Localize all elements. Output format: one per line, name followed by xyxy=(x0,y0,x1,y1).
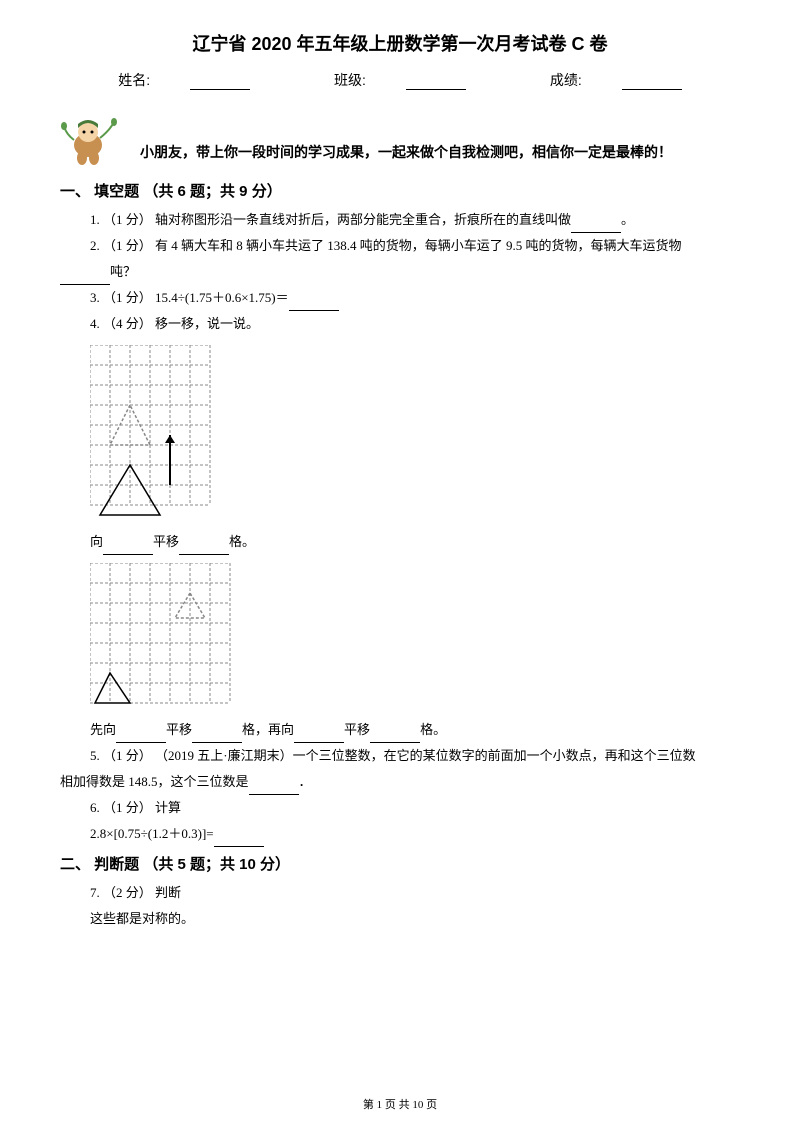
class-label: 班级: xyxy=(314,72,486,88)
encourage-text: 小朋友，带上你一段时间的学习成果，一起来做个自我检测吧，相信你一定是最棒的！ xyxy=(140,142,672,170)
mascot-icon xyxy=(60,110,120,170)
question-6: 6. （1 分） 计算 xyxy=(90,795,740,821)
student-info-row: 姓名: 班级: 成绩: xyxy=(60,70,740,90)
score-label: 成绩: xyxy=(530,72,702,88)
figure-1 xyxy=(90,345,740,525)
mascot-row: 小朋友，带上你一段时间的学习成果，一起来做个自我检测吧，相信你一定是最棒的！ xyxy=(60,110,740,170)
question-4-fill-2: 先向平移格，再向平移格。 xyxy=(90,717,740,743)
question-5-cont: 相加得数是 148.5，这个三位数是． xyxy=(60,769,740,795)
question-6-expr: 2.8×[0.75÷(1.2＋0.3)]= xyxy=(90,821,740,847)
page-title: 辽宁省 2020 年五年级上册数学第一次月考试卷 C 卷 xyxy=(60,30,740,56)
question-7: 7. （2 分） 判断 xyxy=(90,880,740,906)
question-2-cont: 吨？ xyxy=(60,259,740,285)
question-7-cont: 这些都是对称的。 xyxy=(90,906,740,932)
question-1: 1. （1 分） 轴对称图形沿一条直线对折后，两部分能完全重合，折痕所在的直线叫… xyxy=(90,207,740,233)
question-4: 4. （4 分） 移一移，说一说。 xyxy=(90,311,740,337)
page-footer: 第 1 页 共 10 页 xyxy=(0,1096,800,1112)
figure-2 xyxy=(90,563,740,713)
question-3: 3. （1 分） 15.4÷(1.75＋0.6×1.75)＝ xyxy=(90,285,740,311)
question-4-fill-1: 向平移格。 xyxy=(90,529,740,555)
question-5: 5. （1 分） （2019 五上·廉江期末）一个三位整数，在它的某位数字的前面… xyxy=(90,743,740,769)
name-label: 姓名: xyxy=(98,72,270,88)
section2-title: 二、 判断题 （共 5 题；共 10 分） xyxy=(60,853,740,874)
question-2: 2. （1 分） 有 4 辆大车和 8 辆小车共运了 138.4 吨的货物，每辆… xyxy=(90,233,740,259)
section1-title: 一、 填空题 （共 6 题；共 9 分） xyxy=(60,180,740,201)
